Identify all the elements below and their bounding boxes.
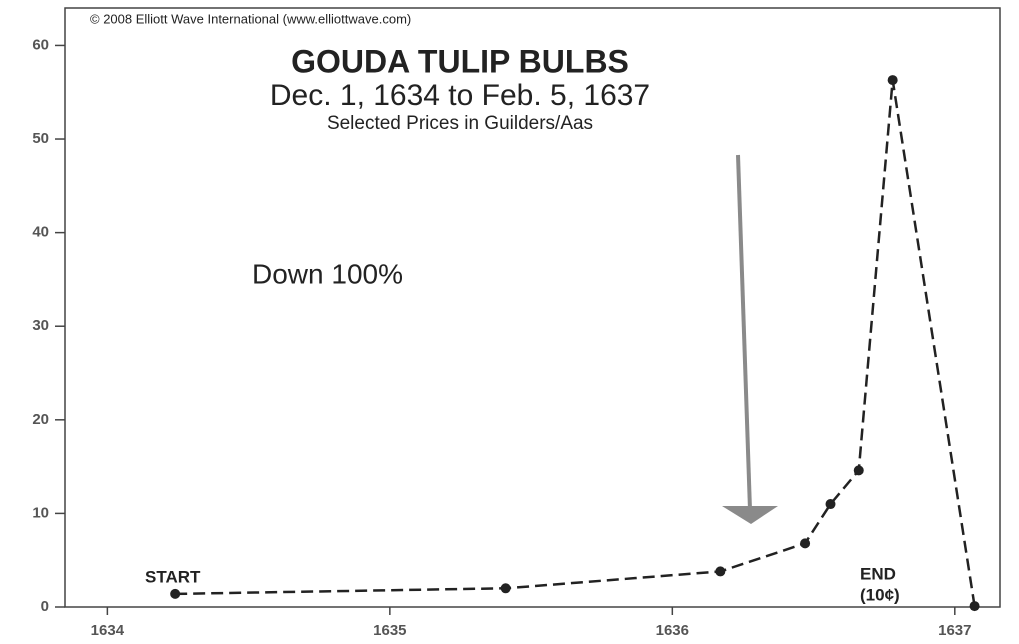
x-tick-label: 1637 xyxy=(938,622,971,639)
point xyxy=(825,499,836,510)
annotation: START xyxy=(145,567,201,586)
y-tick-label: 10 xyxy=(32,504,49,521)
point xyxy=(170,588,181,599)
point xyxy=(800,538,811,549)
annotation: Down 100% xyxy=(252,258,403,289)
point xyxy=(715,566,726,577)
x-tick-label: 1634 xyxy=(91,622,125,639)
y-tick-label: 50 xyxy=(32,130,49,147)
copyright: © 2008 Elliott Wave International (www.e… xyxy=(90,11,411,26)
line xyxy=(175,79,976,607)
plot-frame xyxy=(64,7,1001,608)
x-tick-label: 1636 xyxy=(656,622,689,639)
arrow-shaft xyxy=(736,154,752,511)
y-tick-label: 20 xyxy=(32,411,49,428)
chart-title: GOUDA TULIP BULBS xyxy=(291,43,629,79)
annotation: END xyxy=(860,564,896,583)
point xyxy=(853,465,864,476)
point xyxy=(887,75,898,86)
arrow-head xyxy=(722,506,778,524)
annotation: (10¢) xyxy=(860,585,900,604)
y-tick-label: 0 xyxy=(41,598,49,615)
x-tick-label: 1635 xyxy=(373,622,406,639)
y-tick-label: 40 xyxy=(32,224,49,241)
y-tick-label: 60 xyxy=(32,36,49,53)
point xyxy=(969,601,980,612)
y-tick-label: 30 xyxy=(32,317,49,334)
chart-note: Selected Prices in Guilders/Aas xyxy=(327,113,593,134)
chart-subtitle: Dec. 1, 1634 to Feb. 5, 1637 xyxy=(270,79,650,112)
point xyxy=(500,583,511,594)
